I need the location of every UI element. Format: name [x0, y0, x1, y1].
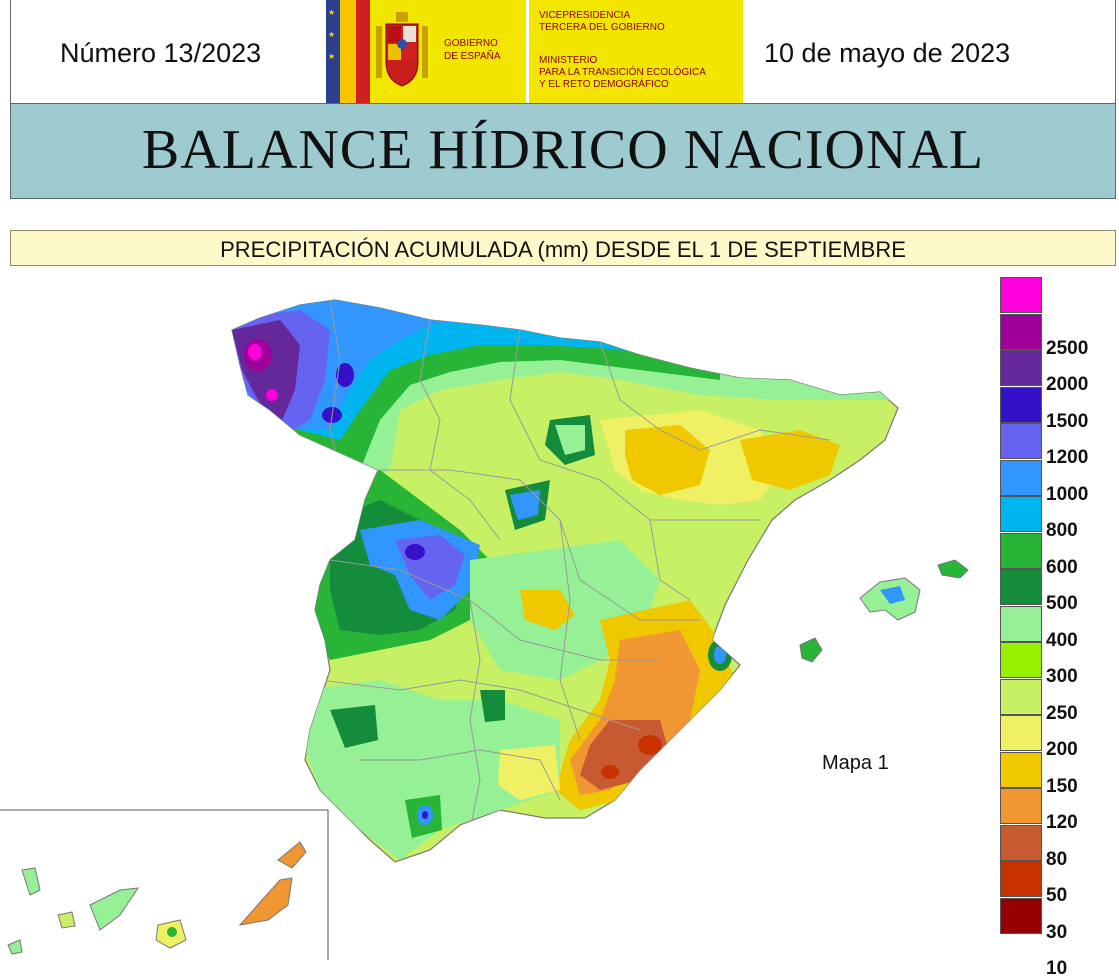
- legend-label: 80: [1046, 848, 1068, 870]
- legend-label: 2500: [1046, 337, 1089, 359]
- title-banner: BALANCE HÍDRICO NACIONAL: [10, 103, 1116, 199]
- legend-label: 500: [1046, 593, 1078, 614]
- legend-label: 1500: [1046, 410, 1089, 432]
- ministerio-text: MINISTERIO PARA LA TRANSICIÓN ECOLÓGICA …: [539, 55, 706, 90]
- issue-number: Número 13/2023: [60, 38, 262, 68]
- subtitle-banner: PRECIPITACIÓN ACUMULADA (mm) DESDE EL 1 …: [10, 230, 1116, 266]
- legend-swatch: [1000, 605, 1042, 642]
- star-icon: ★: [328, 8, 336, 17]
- legend-swatch: [1000, 386, 1042, 423]
- star-icon: ★: [328, 52, 336, 61]
- legend-label: 800: [1046, 520, 1078, 541]
- legend-label: 30: [1046, 921, 1068, 943]
- legend-swatch: [1000, 897, 1042, 934]
- map-subtitle: PRECIPITACIÓN ACUMULADA (mm) DESDE EL 1 …: [220, 237, 906, 262]
- legend-label: 2000: [1046, 374, 1089, 395]
- map-label: Mapa 1: [822, 752, 889, 774]
- legend-label: 1000: [1046, 483, 1089, 505]
- coat-of-arms-icon: [376, 12, 428, 87]
- legend-swatch: [1000, 350, 1042, 386]
- logo-divider: [526, 0, 529, 103]
- legend-label: 400: [1046, 629, 1078, 651]
- legend-swatch: [1000, 569, 1042, 605]
- legend-label: 300: [1046, 666, 1078, 687]
- legend-swatch: [1000, 861, 1042, 897]
- legend-swatch: [1000, 788, 1042, 824]
- legend-swatch: [1000, 715, 1042, 751]
- report-date: 10 de mayo de 2023: [764, 38, 1011, 68]
- legend-swatch: [1000, 313, 1042, 350]
- legend-label: 1200: [1046, 447, 1089, 468]
- legend-label: 120: [1046, 812, 1078, 833]
- legend-swatch: [1000, 824, 1042, 861]
- legend-label: 150: [1046, 775, 1078, 797]
- legend-swatch: [1000, 459, 1042, 496]
- legend-swatch: [1000, 532, 1042, 569]
- vicepresidencia-text: VICEPRESIDENCIA TERCERA DEL GOBIERNO: [539, 10, 665, 33]
- legend-label: 600: [1046, 556, 1078, 578]
- eu-stripe: [326, 0, 340, 103]
- legend-swatch: [1000, 423, 1042, 459]
- legend-swatch: [1000, 642, 1042, 678]
- legend-swatch: [1000, 751, 1042, 788]
- star-icon: ★: [328, 30, 336, 39]
- legend-label: 200: [1046, 739, 1078, 760]
- flag-stripe-red: [356, 0, 370, 103]
- legend-swatch: [1000, 678, 1042, 715]
- gobierno-text: GOBIERNO DE ESPAÑA: [444, 38, 501, 62]
- legend-label: 250: [1046, 702, 1078, 724]
- page-title: BALANCE HÍDRICO NACIONAL: [141, 119, 985, 181]
- legend-label: 50: [1046, 885, 1068, 906]
- legend-swatch: [1000, 277, 1042, 313]
- legend-label: 10: [1046, 958, 1068, 979]
- flag-stripe-yellow: [340, 0, 356, 103]
- government-logo: ★ ★ ★ GOBIERNO DE ESPAÑA VICEPRESIDENCIA…: [326, 0, 743, 103]
- legend-swatch: [1000, 496, 1042, 532]
- precipitation-map: [0, 299, 969, 960]
